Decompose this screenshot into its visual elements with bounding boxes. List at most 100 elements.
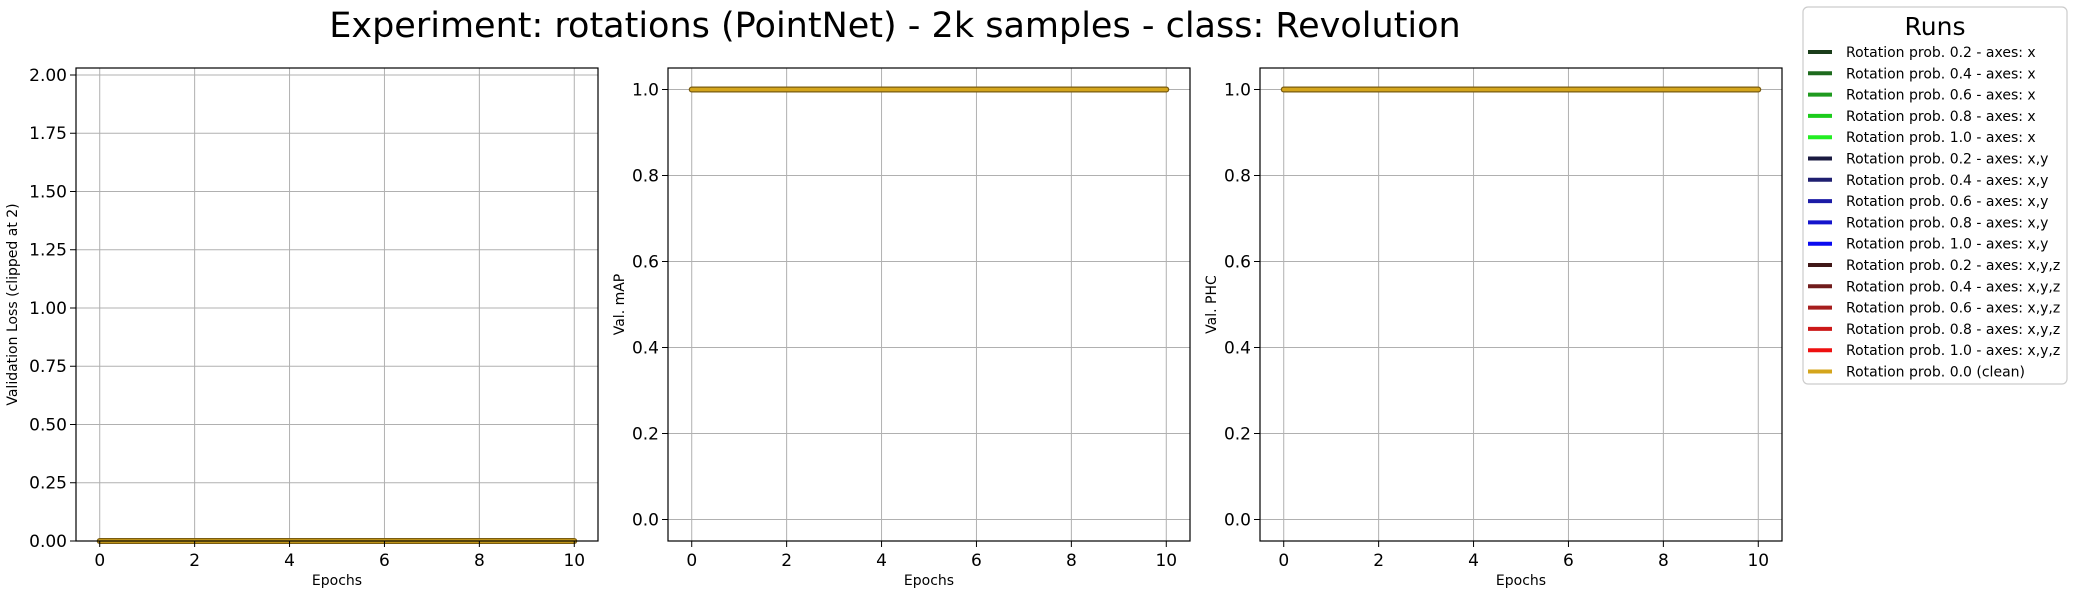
- x-tick-label: 2: [781, 551, 792, 571]
- y-tick-label: 1.0: [632, 81, 659, 101]
- legend-label: Rotation prob. 1.0 - axes: x: [1846, 130, 2036, 146]
- legend-label: Rotation prob. 0.8 - axes: x,y: [1846, 215, 2048, 231]
- legend-label: Rotation prob. 0.2 - axes: x,y: [1846, 152, 2048, 168]
- legend-label: Rotation prob. 0.4 - axes: x,y,z: [1846, 279, 2060, 295]
- legend-item: Rotation prob. 0.8 - axes: x: [1808, 109, 2036, 125]
- legend-label: Rotation prob. 0.2 - axes: x: [1846, 45, 2036, 61]
- y-tick-label: 0.4: [632, 339, 659, 359]
- data-point: [1377, 88, 1381, 91]
- x-tick-label: 2: [1373, 551, 1384, 571]
- y-tick-label: 0.50: [29, 415, 67, 435]
- legend-label: Rotation prob. 0.6 - axes: x,y,z: [1846, 301, 2060, 317]
- x-tick-label: 10: [1747, 551, 1769, 571]
- legend-item: Rotation prob. 0.4 - axes: x,y,z: [1808, 279, 2060, 295]
- figure-title: Experiment: rotations (PointNet) - 2k sa…: [329, 6, 1461, 46]
- data-point: [1424, 88, 1428, 91]
- x-tick-label: 4: [1468, 551, 1479, 571]
- data-point: [1614, 88, 1618, 91]
- y-tick-label: 0.6: [632, 253, 659, 273]
- legend-label: Rotation prob. 1.0 - axes: x,y: [1846, 237, 2048, 253]
- legend-label: Rotation prob. 0.8 - axes: x,y,z: [1846, 322, 2060, 338]
- legend-item: Rotation prob. 0.0 (clean): [1808, 365, 2025, 381]
- axes-frame: [667, 67, 1191, 542]
- x-tick-label: 10: [563, 551, 585, 571]
- data-point: [1472, 88, 1476, 91]
- legend-title: Runs: [1905, 12, 1966, 41]
- y-tick-label: 1.25: [29, 241, 67, 261]
- legend-label: Rotation prob. 0.8 - axes: x: [1846, 109, 2036, 125]
- legend-item: Rotation prob. 0.4 - axes: x,y: [1808, 173, 2048, 189]
- legend-item: Rotation prob. 0.6 - axes: x,y,z: [1808, 301, 2060, 317]
- data-point: [785, 88, 789, 91]
- data-point: [927, 88, 931, 91]
- legend: Runs Rotation prob. 0.2 - axes: x Rotation…: [1802, 6, 2068, 385]
- legend-item: Rotation prob. 1.0 - axes: x,y: [1808, 237, 2048, 253]
- x-tick-label: 4: [876, 551, 887, 571]
- x-axis-label: Epochs: [904, 573, 954, 589]
- y-tick-label: 0.8: [1224, 167, 1251, 187]
- legend-label: Rotation prob. 0.4 - axes: x: [1846, 66, 2036, 82]
- data-point: [1022, 88, 1026, 91]
- legend-item: Rotation prob. 0.8 - axes: x,y,z: [1808, 322, 2060, 338]
- data-point: [974, 88, 978, 91]
- legend-item: Rotation prob. 0.6 - axes: x,y: [1808, 194, 2048, 210]
- data-point: [1756, 88, 1760, 91]
- legend-label: Rotation prob. 0.0 (clean): [1846, 365, 2025, 381]
- data-point: [1661, 88, 1665, 91]
- y-axis-label: Validation Loss (clipped at 2): [5, 203, 21, 405]
- y-tick-label: 0.8: [632, 167, 659, 187]
- axes-frame: [1259, 67, 1783, 542]
- y-tick-label: 1.0: [1224, 81, 1251, 101]
- legend-item: Rotation prob. 1.0 - axes: x,y,z: [1808, 343, 2060, 359]
- x-tick-label: 0: [1278, 551, 1289, 571]
- y-tick-label: 0.00: [29, 532, 67, 552]
- y-tick-label: 0.0: [632, 511, 659, 531]
- data-point: [880, 88, 884, 91]
- data-point: [1566, 88, 1570, 91]
- x-tick-label: 8: [474, 551, 485, 571]
- y-tick-label: 0.2: [632, 425, 659, 445]
- y-tick-label: 1.75: [29, 124, 67, 144]
- legend-item: Rotation prob. 0.2 - axes: x,y: [1808, 152, 2048, 168]
- data-point: [1709, 88, 1713, 91]
- y-axis-label: Val. mAP: [612, 274, 628, 336]
- subplot-2: 0 2 4 6 8 10 0.0 0.2 0.4 0.6 0.8 1.0 Epochs Val. mAP: [612, 67, 1191, 589]
- legend-item: Rotation prob. 0.8 - axes: x,y: [1808, 215, 2048, 231]
- legend-item: Rotation prob. 0.2 - axes: x: [1808, 45, 2036, 61]
- x-axis-label: Epochs: [312, 573, 362, 589]
- legend-label: Rotation prob. 0.6 - axes: x,y: [1846, 194, 2048, 210]
- subplot-1: 0 2 4 6 8 10 0.00 0.25 0.50 0.75 1.00 1.25 1.50 1.75 2…: [5, 66, 599, 589]
- x-tick-label: 6: [379, 551, 390, 571]
- y-tick-label: 0.2: [1224, 425, 1251, 445]
- y-tick-label: 1.00: [29, 299, 67, 319]
- y-tick-label: 1.50: [29, 182, 67, 202]
- x-tick-label: 0: [686, 551, 697, 571]
- data-point: [1282, 88, 1286, 91]
- data-point: [1164, 88, 1168, 91]
- data-point: [1069, 88, 1073, 91]
- axes-frame: [75, 67, 599, 542]
- x-axis-label: Epochs: [1496, 573, 1546, 589]
- y-tick-label: 0.25: [29, 474, 67, 494]
- subplot-3: 0 2 4 6 8 10 0.0 0.2 0.4 0.6 0.8 1.0 Epochs Val. PHC: [1204, 67, 1783, 589]
- data-point: [690, 88, 694, 91]
- legend-item: Rotation prob. 1.0 - axes: x: [1808, 130, 2036, 146]
- y-tick-label: 2.00: [29, 66, 67, 86]
- y-axis-label: Val. PHC: [1204, 275, 1220, 334]
- x-tick-label: 2: [189, 551, 200, 571]
- x-tick-label: 6: [1563, 551, 1574, 571]
- y-tick-label: 0.0: [1224, 511, 1251, 531]
- x-tick-label: 8: [1658, 551, 1669, 571]
- x-tick-label: 6: [971, 551, 982, 571]
- data-point: [1519, 88, 1523, 91]
- legend-item: Rotation prob. 0.6 - axes: x: [1808, 88, 2036, 104]
- legend-label: Rotation prob. 0.2 - axes: x,y,z: [1846, 258, 2060, 274]
- legend-label: Rotation prob. 0.6 - axes: x: [1846, 88, 2036, 104]
- x-tick-label: 0: [94, 551, 105, 571]
- legend-item: Rotation prob. 0.2 - axes: x,y,z: [1808, 258, 2060, 274]
- legend-label: Rotation prob. 0.4 - axes: x,y: [1846, 173, 2048, 189]
- legend-item: Rotation prob. 0.4 - axes: x: [1808, 66, 2036, 82]
- data-point: [832, 88, 836, 91]
- x-tick-label: 8: [1066, 551, 1077, 571]
- y-tick-label: 0.75: [29, 357, 67, 377]
